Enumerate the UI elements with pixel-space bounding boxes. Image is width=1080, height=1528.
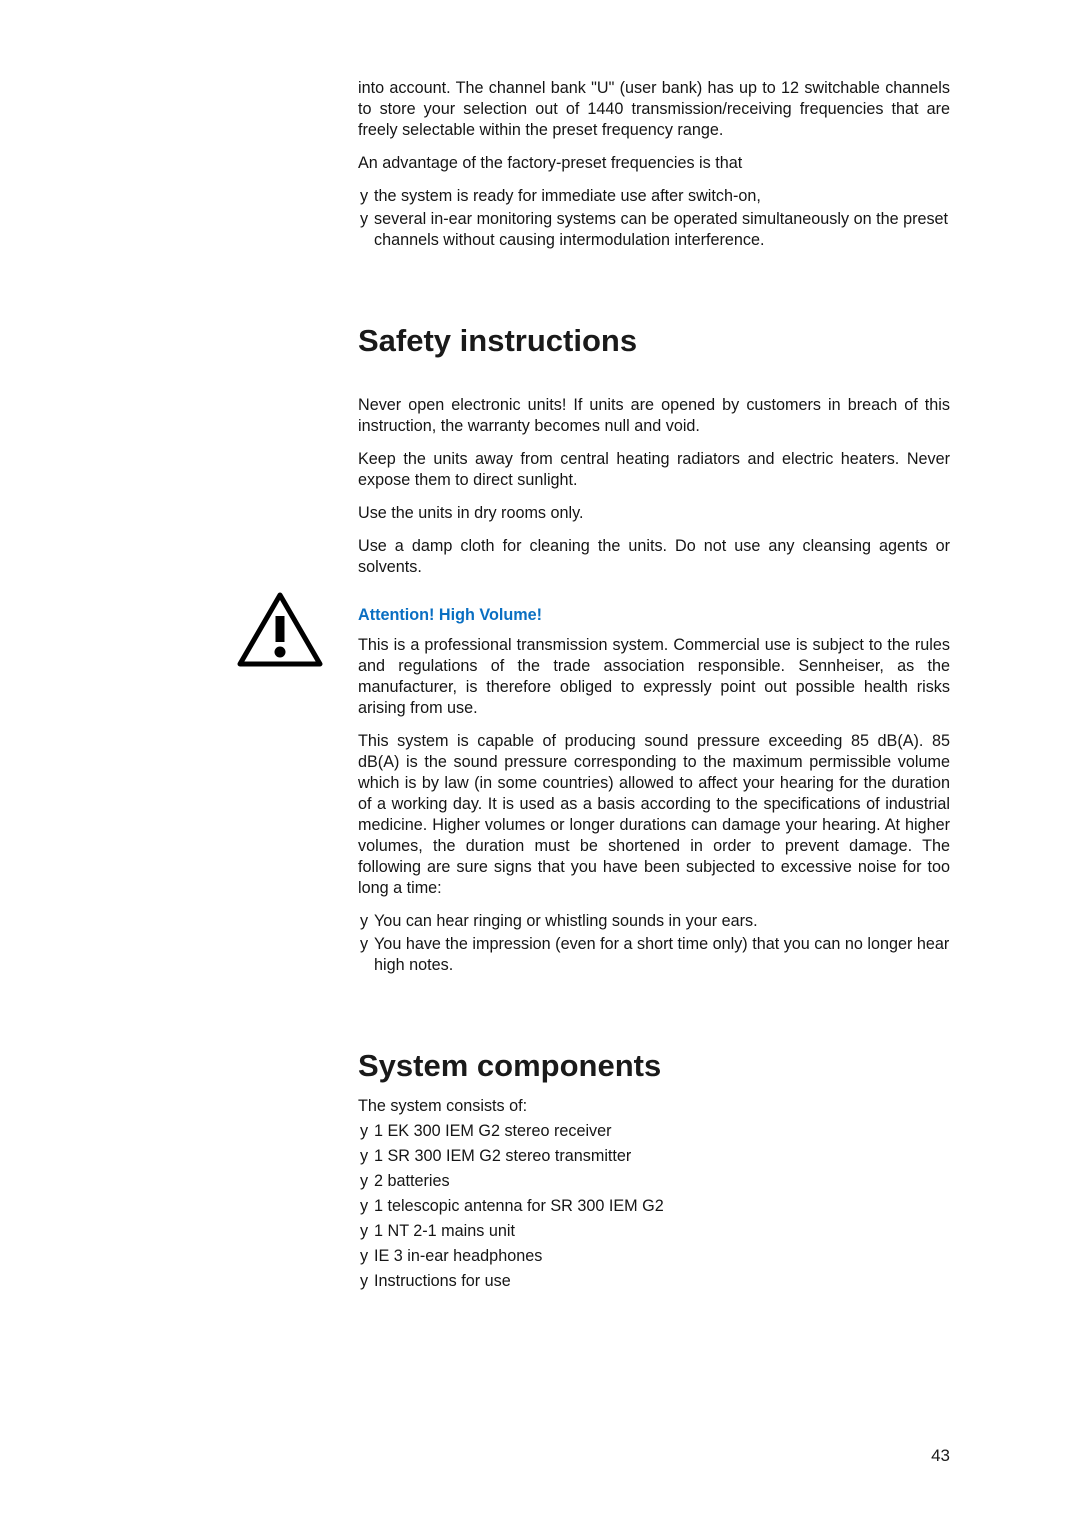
component-item-4: 1 telescopic antenna for SR 300 IEM G2 xyxy=(358,1196,950,1217)
component-item-5: 1 NT 2-1 mains unit xyxy=(358,1221,950,1242)
intro-para-1: into account. The channel bank "U" (user… xyxy=(358,78,950,141)
safety-para-4: Use a damp cloth for cleaning the units.… xyxy=(358,536,950,578)
page-number: 43 xyxy=(931,1446,950,1466)
component-item-6: IE 3 in-ear headphones xyxy=(358,1246,950,1267)
intro-para-2: An advantage of the factory-preset frequ… xyxy=(358,153,950,174)
intro-bullet-2: several in-ear monitoring systems can be… xyxy=(358,209,950,251)
component-item-3: 2 batteries xyxy=(358,1171,950,1192)
safety-para-1: Never open electronic units! If units ar… xyxy=(358,395,950,437)
warning-triangle-icon xyxy=(237,592,323,673)
components-list: 1 EK 300 IEM G2 stereo receiver 1 SR 300… xyxy=(358,1121,950,1292)
components-heading: System components xyxy=(358,1048,950,1084)
safety-para-2: Keep the units away from central heating… xyxy=(358,449,950,491)
attention-para-2: This system is capable of producing soun… xyxy=(358,731,950,899)
attention-bullet-1: You can hear ringing or whistling sounds… xyxy=(358,911,950,932)
intro-bullet-1: the system is ready for immediate use af… xyxy=(358,186,950,207)
safety-para-3: Use the units in dry rooms only. xyxy=(358,503,950,524)
attention-heading: Attention! High Volume! xyxy=(358,606,950,625)
attention-para-1: This is a professional transmission syst… xyxy=(358,635,950,719)
attention-bullet-2: You have the impression (even for a shor… xyxy=(358,934,950,976)
intro-bullets: the system is ready for immediate use af… xyxy=(358,186,950,251)
component-item-1: 1 EK 300 IEM G2 stereo receiver xyxy=(358,1121,950,1142)
safety-heading: Safety instructions xyxy=(358,323,950,359)
component-item-7: Instructions for use xyxy=(358,1271,950,1292)
component-item-2: 1 SR 300 IEM G2 stereo transmitter xyxy=(358,1146,950,1167)
components-intro: The system consists of: xyxy=(358,1096,950,1117)
attention-bullets: You can hear ringing or whistling sounds… xyxy=(358,911,950,976)
